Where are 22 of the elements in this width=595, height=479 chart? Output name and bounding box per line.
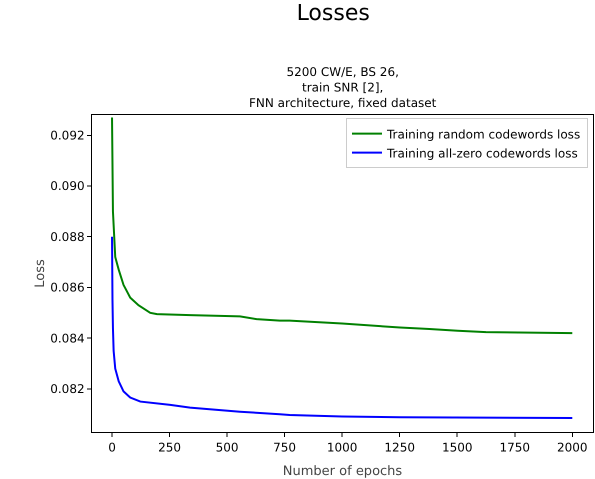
chart-title: Losses <box>296 1 370 26</box>
x-tick-label: 250 <box>158 440 182 454</box>
line-series <box>111 236 574 420</box>
y-tick-label: 0.092 <box>50 128 85 142</box>
legend-label: Training random codewords loss <box>386 127 580 142</box>
x-tick-label: 2000 <box>557 440 588 454</box>
y-tick-label: 0.084 <box>50 331 85 346</box>
x-tick-label: 750 <box>273 440 296 454</box>
x-tick-label: 1500 <box>442 440 472 454</box>
x-tick-label: 1250 <box>384 440 415 454</box>
x-axis-title: Number of epochs <box>282 464 402 479</box>
y-tick-label: 0.086 <box>50 280 85 295</box>
x-tick-label: 0 <box>108 440 116 454</box>
y-axis-title: Loss <box>33 259 48 288</box>
x-tick-label: 1750 <box>499 440 530 454</box>
x-tick-label: 500 <box>216 440 239 454</box>
y-tick-label: 0.088 <box>50 230 85 244</box>
legend-label: Training all-zero codewords loss <box>386 146 578 160</box>
y-tick-label: 0.082 <box>50 382 85 396</box>
x-tick-label: 1000 <box>326 440 358 454</box>
y-tick-label: 0.090 <box>50 179 85 194</box>
chart-subtitle: 5200 CW/E, BS 26, train SNR [2], FNN architecture, fixed dataset <box>249 65 437 110</box>
